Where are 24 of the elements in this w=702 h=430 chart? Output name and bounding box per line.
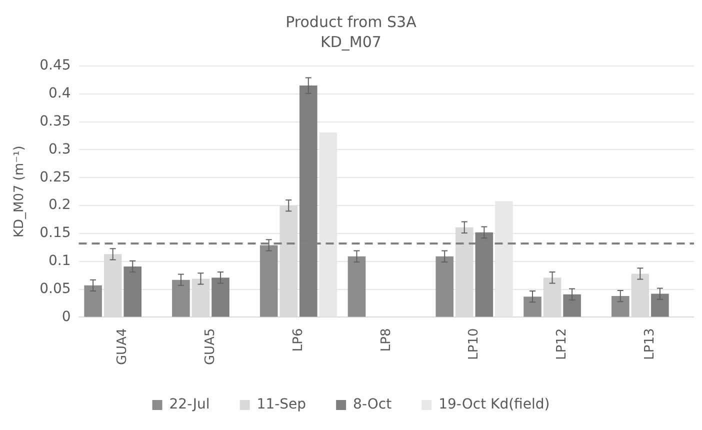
y-tick-label: 0.2 (48, 197, 71, 214)
y-tick-label: 0 (62, 308, 71, 325)
x-tick-label: LP10 (466, 328, 482, 360)
x-tick-label: GUA4 (115, 328, 130, 366)
y-tick-label: 0.15 (40, 225, 71, 242)
legend-label: 8-Oct (353, 396, 392, 413)
chart-title: Product from S3A (286, 12, 418, 31)
chart-subtitle: KD_M07 (320, 32, 382, 51)
y-tick-label: 0.35 (40, 113, 71, 130)
y-tick-label: 0.45 (40, 58, 71, 74)
y-tick-label: 0.3 (48, 141, 71, 158)
y-axis-title: KD_M07 (m⁻¹) (12, 146, 28, 238)
x-tick-label: GUA5 (202, 328, 218, 366)
legend-label: 11-Sep (256, 396, 306, 413)
legend-label: 19-Oct Kd(field) (438, 396, 550, 413)
y-tick-label: 0.25 (40, 169, 71, 186)
x-tick-label: LP6 (290, 328, 306, 352)
y-tick-label: 0.1 (48, 253, 71, 270)
x-tick-label: LP8 (378, 328, 394, 352)
y-tick-label: 0.4 (48, 86, 71, 102)
y-tick-label: 0.05 (40, 280, 71, 297)
x-tick-label: LP13 (642, 328, 658, 360)
legend-label: 22-Jul (169, 396, 210, 413)
x-tick-label: LP12 (554, 328, 570, 360)
